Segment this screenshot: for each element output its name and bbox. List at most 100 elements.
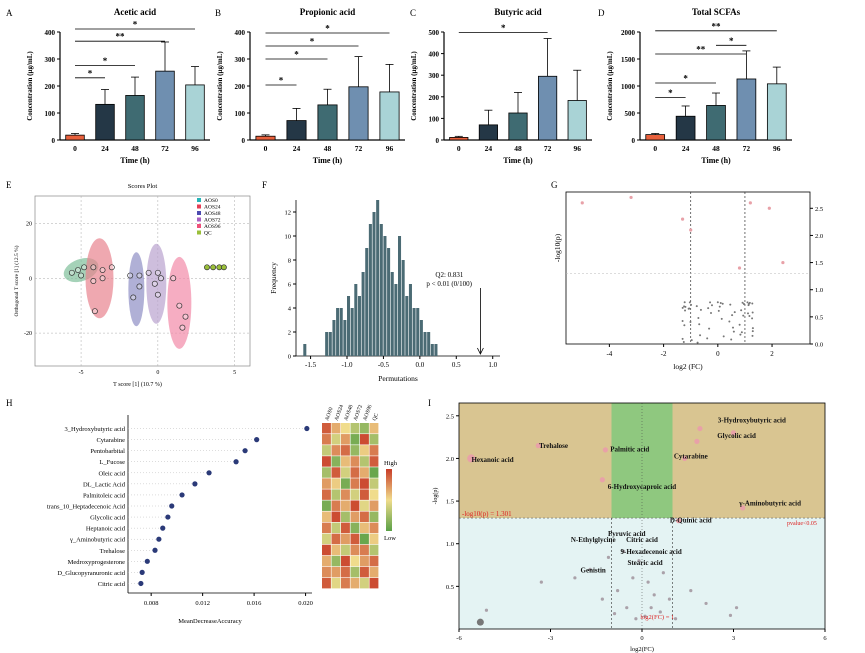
score-point <box>145 269 152 276</box>
data-point <box>730 338 733 341</box>
heatmap-cell <box>331 500 341 511</box>
data-point <box>634 617 638 621</box>
x-axis-label: T score [1] (10.7 %) <box>113 381 162 388</box>
x-tick-label: 0 <box>716 350 720 358</box>
legend-label: AOS96 <box>204 224 221 230</box>
x-tick-label: 72 <box>161 144 169 153</box>
y-tick-label: 6 <box>288 282 292 289</box>
heatmap-cell <box>341 478 350 489</box>
significant-point <box>767 206 771 210</box>
heatmap-cell <box>322 489 331 500</box>
chart-random-forest: 3_Hydroxybutyric acid Cytarabine Pentobarb… <box>47 404 398 625</box>
heatmap-cell <box>350 478 360 489</box>
bar <box>508 112 528 141</box>
x-axis-label: Time (h) <box>313 156 343 165</box>
heatmap-cell <box>331 467 341 478</box>
significance-label: ** <box>696 45 706 55</box>
y-tick-label: 4 <box>288 306 292 313</box>
chart-butyric-acid: Butyric acid 0 100 200 300 400 500 Concentratio… <box>410 7 592 165</box>
heatmap-cell <box>341 434 350 445</box>
panel-letter-h: H <box>6 398 13 408</box>
bar <box>155 70 175 141</box>
y-tick-label: 100 <box>429 115 440 123</box>
y-tick-label: 500 <box>625 110 636 118</box>
data-point <box>738 323 741 326</box>
feature-label: DL_Lactic Acid <box>83 481 126 488</box>
data-point <box>751 302 754 305</box>
significance-label: ** <box>712 21 722 31</box>
data-point <box>720 317 723 320</box>
data-point <box>688 301 691 304</box>
heatmap-cell <box>331 533 341 545</box>
significance-label: * <box>501 23 506 33</box>
histogram-bar <box>376 200 380 356</box>
score-point <box>130 294 137 301</box>
heatmap-cell <box>369 566 379 578</box>
heatmap-cell <box>350 423 360 434</box>
metabolite-label: Stearic acid <box>627 559 662 567</box>
y-tick-label: 200 <box>235 83 246 91</box>
data-point <box>606 555 611 559</box>
bar <box>706 105 726 141</box>
heatmap-cell <box>369 522 379 534</box>
histogram-bar <box>343 320 347 356</box>
x-tick-label: 96 <box>191 144 199 153</box>
p-threshold-label: -log10(p) = 1.301 <box>462 510 512 518</box>
y-tick-label: 1.5 <box>446 499 454 506</box>
data-point <box>742 314 745 317</box>
bar <box>125 95 145 141</box>
score-point <box>90 278 97 284</box>
data-point <box>728 320 731 323</box>
x-tick-label: 24 <box>485 144 493 153</box>
histogram-bar <box>430 344 434 356</box>
histogram-bar <box>357 296 361 356</box>
feature-label: Pentobarbital <box>90 448 125 455</box>
x-tick-label: -6 <box>456 635 462 642</box>
score-point <box>75 267 81 273</box>
chart-title: Propionic acid <box>300 7 356 17</box>
heatmap-cell <box>369 577 379 589</box>
data-point <box>698 323 701 326</box>
panel-letter-a: A <box>6 8 13 18</box>
y-axis-label: -log(p) <box>432 488 439 505</box>
heatmap-cell <box>350 544 360 556</box>
heatmap-cell <box>341 566 350 578</box>
heatmap-cell <box>331 544 341 556</box>
data-point <box>690 339 693 342</box>
x-tick-label: 0 <box>73 144 77 153</box>
x-tick-label: 0 <box>156 370 159 376</box>
x-axis-label: Time (h) <box>701 156 731 165</box>
y-tick-label: 400 <box>45 29 56 37</box>
histogram-bar <box>303 344 307 356</box>
heatmap-column-label: QC <box>372 412 380 422</box>
legend-label: AOS0 <box>204 198 218 204</box>
score-point <box>151 280 158 287</box>
legend-swatch <box>197 198 201 202</box>
data-point <box>667 597 672 601</box>
importance-dot <box>233 459 239 465</box>
heatmap-cell <box>322 577 331 589</box>
score-point <box>108 264 115 271</box>
data-point <box>731 314 734 317</box>
heatmap-cell <box>322 423 331 434</box>
heatmap-cell <box>331 566 341 578</box>
x-tick-label: 0.020 <box>298 600 313 607</box>
data-point <box>747 312 750 315</box>
y-tick-label: 0.5 <box>446 584 454 591</box>
data-point <box>751 327 754 330</box>
x-tick-label: 72 <box>743 144 751 153</box>
heatmap-cell <box>322 555 331 567</box>
feature-label: Oleic acid <box>98 470 125 477</box>
data-point <box>704 601 708 606</box>
x-tick-label: 0.016 <box>247 600 262 607</box>
significance-label: * <box>133 20 138 30</box>
heatmap-cell <box>369 533 379 545</box>
heatmap-cell <box>341 445 350 456</box>
panel-letter-f: F <box>262 180 268 190</box>
legend-swatch <box>197 211 201 215</box>
metabolite-label: Palmitic acid <box>610 446 649 454</box>
heatmap-cell <box>341 533 350 545</box>
x-tick-label: 24 <box>101 144 109 153</box>
x-tick-label: 72 <box>544 144 552 153</box>
heatmap-cell <box>360 577 369 589</box>
